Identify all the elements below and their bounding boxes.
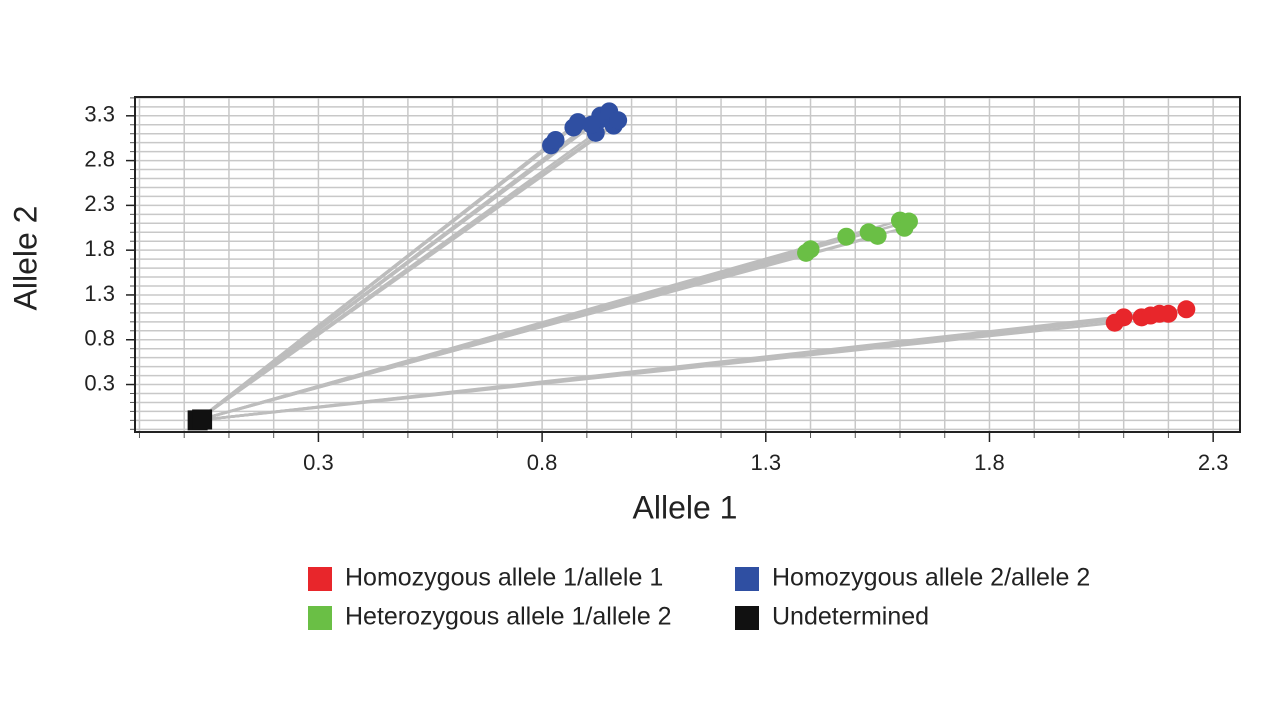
y-tick-label: 3.3 bbox=[84, 102, 115, 127]
trajectories bbox=[196, 110, 1187, 422]
trajectory bbox=[197, 220, 910, 422]
y-tick-label: 1.8 bbox=[84, 236, 115, 261]
legend: Homozygous allele 1/allele 1 Homozygous a… bbox=[308, 564, 1090, 631]
point bbox=[837, 227, 856, 246]
legend-swatch bbox=[308, 567, 332, 591]
trajectory bbox=[196, 119, 619, 422]
x-axis-title: Allele 1 bbox=[633, 489, 738, 525]
point bbox=[899, 212, 918, 231]
legend-label: Homozygous allele 2/allele 2 bbox=[772, 564, 1090, 592]
point bbox=[1114, 308, 1133, 327]
y-tick-label: 1.3 bbox=[84, 281, 115, 306]
plot-frame bbox=[134, 96, 1241, 433]
legend-swatch bbox=[735, 567, 759, 591]
x-tick-label: 1.8 bbox=[974, 450, 1005, 475]
points bbox=[187, 102, 1196, 431]
legend-swatch bbox=[308, 606, 332, 630]
y-tick-label: 0.8 bbox=[84, 326, 115, 351]
legend-label: Undetermined bbox=[772, 603, 929, 631]
x-tick-label: 1.3 bbox=[750, 450, 781, 475]
y-axis-title: Allele 2 bbox=[7, 206, 43, 311]
x-tick-label: 0.3 bbox=[303, 450, 334, 475]
point bbox=[192, 409, 213, 430]
point bbox=[1177, 300, 1196, 319]
point bbox=[801, 240, 820, 259]
legend-label: Heterozygous allele 1/allele 2 bbox=[345, 603, 672, 631]
x-tick-label: 0.8 bbox=[527, 450, 558, 475]
legend-label: Homozygous allele 1/allele 1 bbox=[345, 564, 663, 592]
trajectory bbox=[197, 308, 1187, 422]
legend-swatch bbox=[735, 606, 759, 630]
point bbox=[1159, 304, 1178, 323]
point bbox=[568, 113, 587, 132]
trajectory bbox=[196, 123, 593, 422]
point bbox=[582, 115, 601, 134]
trajectory bbox=[196, 121, 579, 422]
x-tick-label: 2.3 bbox=[1198, 450, 1229, 475]
y-tick-label: 2.3 bbox=[84, 191, 115, 216]
grid bbox=[126, 97, 1240, 442]
point bbox=[609, 111, 628, 130]
point bbox=[546, 130, 565, 149]
y-tick-label: 2.8 bbox=[84, 146, 115, 171]
point bbox=[868, 226, 887, 245]
y-tick-label: 0.3 bbox=[84, 370, 115, 395]
